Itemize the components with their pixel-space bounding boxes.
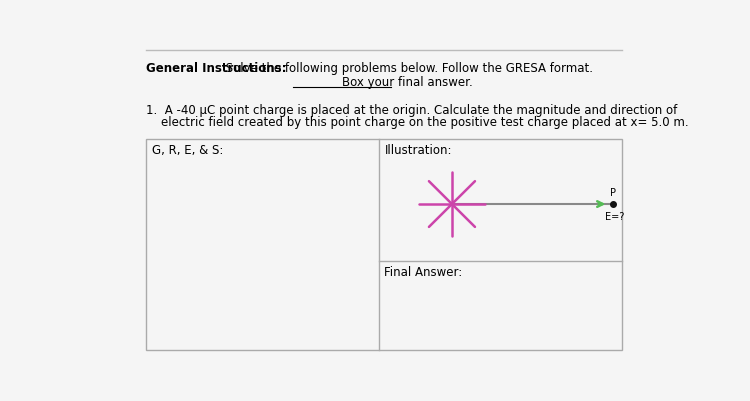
Text: electric field created by this point charge on the positive test charge placed a: electric field created by this point cha… bbox=[146, 116, 689, 129]
Text: E=?: E=? bbox=[604, 212, 624, 222]
Text: P: P bbox=[610, 188, 616, 198]
Text: 1.  A -40 µC point charge is placed at the origin. Calculate the magnitude and d: 1. A -40 µC point charge is placed at th… bbox=[146, 103, 678, 117]
Text: Illustration:: Illustration: bbox=[384, 144, 452, 157]
Text: Box your final answer.: Box your final answer. bbox=[342, 76, 472, 89]
Text: General Instructions:: General Instructions: bbox=[146, 62, 287, 75]
Text: Solve the following problems below. Follow the GRESA format.: Solve the following problems below. Foll… bbox=[222, 62, 592, 75]
Bar bbox=[146, 139, 622, 350]
Text: G, R, E, & S:: G, R, E, & S: bbox=[152, 144, 224, 157]
Text: Final Answer:: Final Answer: bbox=[384, 266, 463, 279]
